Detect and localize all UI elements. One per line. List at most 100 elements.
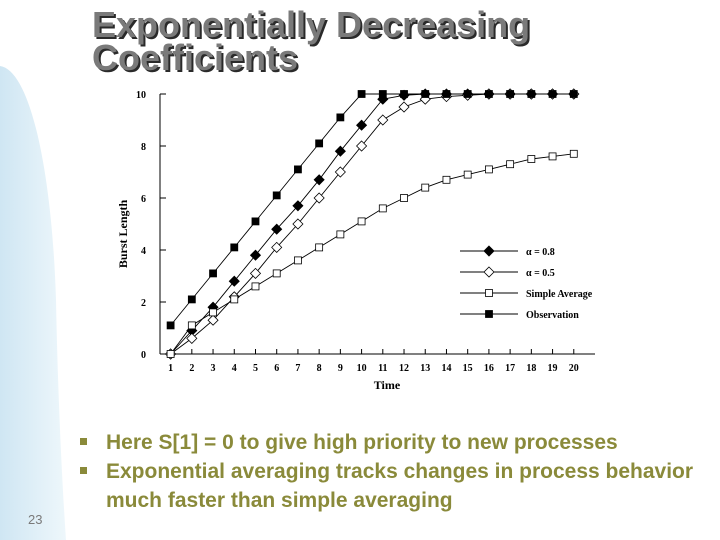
data-point xyxy=(292,200,304,212)
x-tick-label: 6 xyxy=(274,363,279,374)
data-point xyxy=(400,90,408,98)
slide-title-line-2: Coefficients xyxy=(92,37,299,78)
legend-label: α = 0.5 xyxy=(526,268,555,279)
data-point xyxy=(313,174,325,186)
x-tick-label: 11 xyxy=(378,363,387,374)
data-point xyxy=(272,191,281,200)
data-point xyxy=(207,314,219,326)
x-tick-label: 9 xyxy=(338,363,343,374)
series-line xyxy=(170,153,574,355)
series-filled-square xyxy=(166,90,578,330)
x-tick-label: 14 xyxy=(441,363,451,374)
x-tick-label: 4 xyxy=(232,363,237,374)
x-tick-label: 19 xyxy=(548,363,558,374)
slide-number: 23 xyxy=(28,512,43,527)
x-tick-label: 3 xyxy=(211,363,216,374)
chart-series-layer xyxy=(165,88,580,360)
data-point xyxy=(506,90,515,98)
data-point xyxy=(356,119,368,131)
x-tick-label: 20 xyxy=(569,363,579,374)
square-bullet-icon xyxy=(80,438,87,445)
series-open-square xyxy=(166,149,578,358)
x-tick-label: 1 xyxy=(168,363,173,374)
x-tick-label: 5 xyxy=(253,363,258,374)
data-point xyxy=(230,243,239,252)
bullet-item: Exponential averaging tracks changes in … xyxy=(80,457,710,515)
y-tick-label: 10 xyxy=(136,90,146,101)
data-point xyxy=(442,175,451,184)
chart-legend: α = 0.8 α = 0.5 Simple Average Observation xyxy=(460,245,593,321)
y-tick-label: 4 xyxy=(141,246,146,257)
data-point xyxy=(292,218,304,230)
data-point xyxy=(294,165,302,174)
legend-label: Observation xyxy=(526,310,579,321)
data-point xyxy=(251,282,260,291)
data-point xyxy=(186,332,198,344)
legend-marker xyxy=(483,266,495,278)
data-point xyxy=(249,249,262,261)
data-point xyxy=(271,241,283,253)
x-tick-label: 10 xyxy=(357,363,367,374)
y-tick-label: 2 xyxy=(141,298,146,309)
data-point xyxy=(334,145,346,157)
data-point xyxy=(313,192,325,204)
x-tick-label: 15 xyxy=(463,363,473,374)
data-point xyxy=(357,90,366,98)
data-point xyxy=(336,113,345,122)
data-point xyxy=(377,114,389,126)
legend-marker xyxy=(485,310,493,318)
data-point xyxy=(378,204,387,213)
slide-title: Exponentially Decreasing Coefficients xyxy=(92,4,531,78)
y-tick-label: 0 xyxy=(141,350,146,361)
x-tick-label: 12 xyxy=(399,363,409,374)
series-open-diamond xyxy=(165,88,580,360)
data-point xyxy=(398,101,410,113)
legend-label: Simple Average xyxy=(526,289,593,300)
x-tick-label: 13 xyxy=(420,363,430,374)
data-point xyxy=(209,269,217,278)
data-point xyxy=(548,152,557,161)
data-point xyxy=(463,170,472,179)
data-point xyxy=(400,194,408,202)
data-point xyxy=(230,295,239,304)
bullet-text: Exponential averaging tracks changes in … xyxy=(106,460,694,512)
data-point xyxy=(356,140,368,152)
bullet-list: Here S[1] = 0 to give high priority to n… xyxy=(80,428,710,515)
series-filled-diamond xyxy=(165,88,580,360)
legend-marker xyxy=(485,289,493,297)
x-tick-label: 8 xyxy=(317,363,322,374)
legend-marker xyxy=(483,245,495,257)
square-bullet-icon xyxy=(80,467,87,474)
data-point xyxy=(442,90,451,98)
data-point xyxy=(249,267,262,279)
data-point xyxy=(187,321,196,330)
data-point xyxy=(228,275,240,287)
bullet-item: Here S[1] = 0 to give high priority to n… xyxy=(80,428,710,457)
data-point xyxy=(421,90,430,98)
data-point xyxy=(166,350,175,358)
x-tick-label: 16 xyxy=(484,363,494,374)
data-point xyxy=(336,230,345,239)
data-point xyxy=(527,155,536,163)
x-tick-label: 7 xyxy=(295,363,300,374)
data-point xyxy=(378,90,387,98)
x-tick-label: 18 xyxy=(526,363,536,374)
series-line xyxy=(170,93,574,355)
legend-label: α = 0.8 xyxy=(526,247,555,258)
data-point xyxy=(485,90,493,98)
data-point xyxy=(271,223,283,235)
data-point xyxy=(166,321,175,330)
slide-title-line-1: Exponentially Decreasing xyxy=(92,4,531,45)
data-point xyxy=(506,160,515,169)
data-point xyxy=(187,295,196,304)
x-axis-label: Time xyxy=(374,378,401,392)
data-point xyxy=(315,139,324,148)
data-point xyxy=(209,308,217,317)
data-point xyxy=(294,256,302,265)
data-point xyxy=(251,217,260,226)
x-tick-label: 2 xyxy=(189,363,194,374)
y-tick-label: 8 xyxy=(141,142,146,153)
